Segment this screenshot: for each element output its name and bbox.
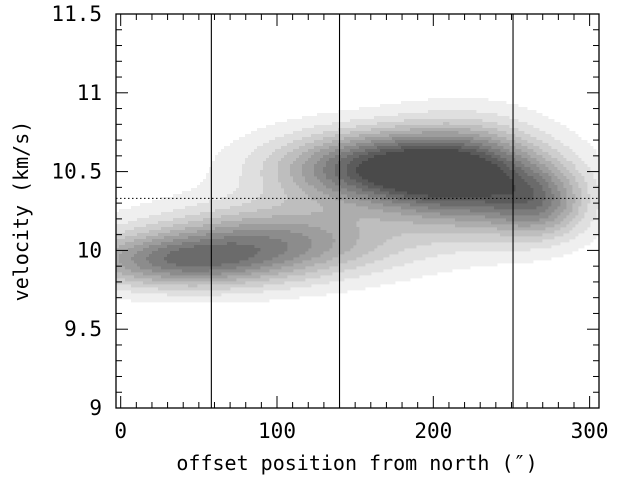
axis-ticks [116, 13, 599, 409]
x-tick-labels: 0 100 200 300 [114, 419, 608, 443]
contour-band-5 [116, 128, 576, 282]
y-tick-label: 11 [77, 81, 102, 105]
x-tick-label: 100 [258, 419, 296, 443]
y-tick-labels: 9 9.5 10 10.5 11 11.5 [51, 2, 102, 420]
x-tick-label: 200 [414, 419, 452, 443]
y-axis-label: velocity (km/s) [9, 121, 33, 302]
y-tick-label: 10 [77, 238, 102, 262]
x-tick-label: 0 [114, 419, 127, 443]
contour-band-11 [356, 149, 516, 198]
y-tick-label: 10.5 [51, 160, 102, 184]
reference-lines [116, 14, 599, 408]
x-tick-label: 300 [571, 419, 609, 443]
contour-band-9 [164, 143, 546, 267]
y-tick-label: 9.5 [64, 317, 102, 341]
y-tick-label: 9 [89, 396, 102, 420]
plot-frame [115, 13, 600, 409]
contour-band-8 [146, 140, 555, 273]
contour-fill-layer [116, 98, 599, 303]
contour-band-10 [347, 146, 534, 204]
contour-band-4 [116, 122, 582, 288]
y-tick-label: 11.5 [51, 2, 102, 26]
contour-band-2 [116, 110, 599, 297]
x-axis-label: offset position from north (″) [176, 451, 537, 475]
